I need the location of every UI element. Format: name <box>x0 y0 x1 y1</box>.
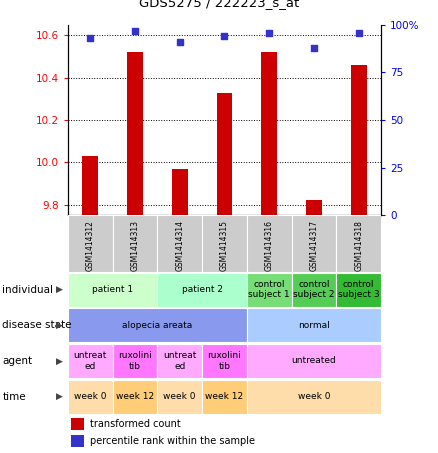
Text: disease state: disease state <box>2 320 72 330</box>
Bar <box>247 215 292 272</box>
Text: patient 1: patient 1 <box>92 285 133 294</box>
Text: GSM1414312: GSM1414312 <box>86 220 95 270</box>
Bar <box>202 380 247 414</box>
Bar <box>351 65 367 215</box>
Bar <box>68 215 113 272</box>
Bar <box>82 156 98 215</box>
Bar <box>157 273 247 307</box>
Text: GSM1414318: GSM1414318 <box>354 220 363 270</box>
Text: ▶: ▶ <box>56 357 63 366</box>
Bar <box>71 435 84 447</box>
Text: GDS5275 / 222223_s_at: GDS5275 / 222223_s_at <box>139 0 299 9</box>
Bar <box>292 273 336 307</box>
Bar <box>247 380 381 414</box>
Text: ruxolini
tib: ruxolini tib <box>208 351 241 371</box>
Text: individual: individual <box>2 284 53 294</box>
Bar <box>157 380 202 414</box>
Text: normal: normal <box>298 321 330 330</box>
Bar <box>202 344 247 378</box>
Bar <box>202 215 247 272</box>
Text: control
subject 1: control subject 1 <box>248 280 290 299</box>
Text: GSM1414315: GSM1414315 <box>220 220 229 271</box>
Text: control
subject 2: control subject 2 <box>293 280 335 299</box>
Text: agent: agent <box>2 356 32 366</box>
Text: patient 2: patient 2 <box>182 285 223 294</box>
Text: GSM1414316: GSM1414316 <box>265 220 274 271</box>
Point <box>87 34 94 42</box>
Bar <box>157 344 202 378</box>
Bar <box>247 344 381 378</box>
Bar <box>336 215 381 272</box>
Bar <box>71 418 84 430</box>
Bar <box>247 308 381 342</box>
Text: week 12: week 12 <box>205 392 244 401</box>
Point <box>311 44 318 51</box>
Bar <box>113 344 157 378</box>
Point <box>176 39 183 46</box>
Bar <box>336 273 381 307</box>
Bar <box>127 53 143 215</box>
Text: week 0: week 0 <box>298 392 330 401</box>
Point <box>355 29 362 36</box>
Text: untreated: untreated <box>292 357 336 366</box>
Bar <box>306 200 322 215</box>
Bar <box>157 215 202 272</box>
Bar <box>113 215 157 272</box>
Text: untreat
ed: untreat ed <box>163 351 196 371</box>
Text: week 12: week 12 <box>116 392 154 401</box>
Text: untreat
ed: untreat ed <box>74 351 107 371</box>
Text: GSM1414313: GSM1414313 <box>131 220 139 271</box>
Text: GSM1414314: GSM1414314 <box>175 220 184 271</box>
Text: control
subject 3: control subject 3 <box>338 280 379 299</box>
Bar <box>68 344 113 378</box>
Bar <box>247 273 292 307</box>
Text: ▶: ▶ <box>56 392 63 401</box>
Bar <box>113 380 157 414</box>
Text: GSM1414317: GSM1414317 <box>310 220 318 271</box>
Text: ruxolini
tib: ruxolini tib <box>118 351 152 371</box>
Text: alopecia areata: alopecia areata <box>122 321 192 330</box>
Bar <box>217 92 232 215</box>
Text: percentile rank within the sample: percentile rank within the sample <box>90 436 255 446</box>
Text: transformed count: transformed count <box>90 419 180 429</box>
Bar <box>68 308 247 342</box>
Point <box>221 33 228 40</box>
Text: ▶: ▶ <box>56 285 63 294</box>
Text: time: time <box>2 392 26 402</box>
Bar <box>68 380 113 414</box>
Text: ▶: ▶ <box>56 321 63 330</box>
Bar <box>68 273 157 307</box>
Bar <box>172 169 187 215</box>
Text: week 0: week 0 <box>74 392 106 401</box>
Text: week 0: week 0 <box>163 392 196 401</box>
Bar <box>292 215 336 272</box>
Bar <box>261 53 277 215</box>
Point <box>131 27 138 34</box>
Point <box>266 29 273 36</box>
